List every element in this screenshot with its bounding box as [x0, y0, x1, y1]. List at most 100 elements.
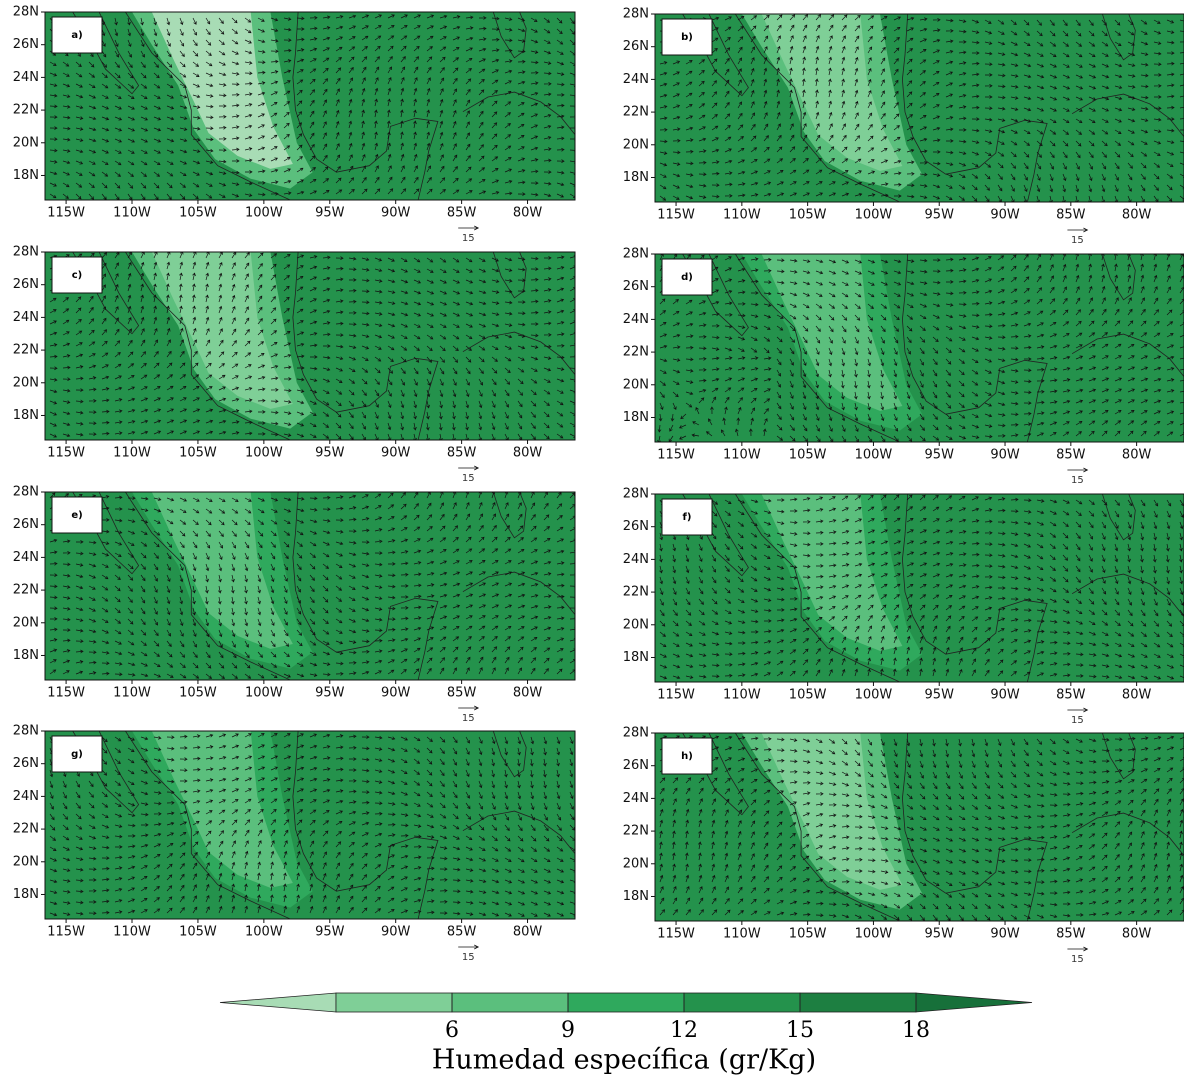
coastline: [901, 254, 1048, 442]
highland-inner: [761, 14, 903, 171]
lon-tick-label: 100W: [245, 206, 283, 221]
lat-tick-label: 18N: [13, 887, 39, 902]
lat-tick-label: 28N: [623, 247, 649, 262]
lon-tick-label: 105W: [179, 446, 217, 461]
reference-vector-label: 15: [462, 473, 475, 484]
lon-tick-label: 110W: [723, 688, 761, 703]
map-panel: [45, 492, 575, 680]
colorbar-tick-label: 9: [561, 1018, 575, 1043]
lat-tick-label: 24N: [623, 72, 649, 87]
coastline: [462, 571, 575, 615]
reference-vector-label: 15: [1071, 715, 1084, 726]
panel-label: a): [71, 30, 82, 41]
panel-label-box: [661, 498, 713, 536]
lat-tick-label: 28N: [623, 726, 649, 741]
panel-frame: [654, 493, 1184, 683]
panel-label: d): [681, 272, 693, 283]
lat-tick-label: 26N: [623, 519, 649, 534]
lon-tick-label: 95W: [315, 686, 345, 701]
lon-tick-label: 100W: [855, 448, 893, 463]
reference-arrow: [458, 465, 480, 471]
lat-tick-label: 26N: [13, 517, 39, 532]
lat-tick-label: 28N: [13, 245, 39, 260]
coastline: [462, 810, 575, 854]
lon-tick-label: 105W: [179, 206, 217, 221]
coastline: [1102, 254, 1136, 301]
reference-vector-label: 15: [462, 233, 475, 244]
lon-tick-label: 95W: [925, 688, 955, 703]
highland-inner: [151, 492, 293, 649]
lon-tick-label: 110W: [723, 448, 761, 463]
lat-tick-label: 20N: [13, 375, 39, 390]
reference-arrow: [458, 705, 480, 711]
colorbar-tick-label: 12: [670, 1018, 698, 1043]
lon-tick-label: 115W: [657, 688, 695, 703]
lon-tick-label: 110W: [113, 446, 151, 461]
lon-tick-label: 115W: [657, 208, 695, 223]
coastline: [655, 494, 900, 682]
reference-vector-label: 15: [1071, 954, 1084, 965]
lat-tick-label: 24N: [13, 70, 39, 85]
lon-tick-label: 110W: [113, 686, 151, 701]
lat-tick-label: 20N: [13, 135, 39, 150]
panel-frame: [654, 253, 1184, 443]
reference-arrow: [458, 225, 480, 231]
lon-tick-label: 110W: [113, 925, 151, 940]
lon-tick-label: 90W: [990, 927, 1020, 942]
lon-tick-label: 100W: [855, 927, 893, 942]
lat-tick-label: 22N: [623, 345, 649, 360]
reference-vector-label: 15: [1071, 235, 1084, 246]
coastline: [292, 492, 439, 680]
lon-tick-label: 90W: [381, 446, 411, 461]
lon-tick-label: 115W: [47, 686, 85, 701]
lat-tick-label: 22N: [13, 343, 39, 358]
lon-tick-label: 115W: [47, 925, 85, 940]
lat-tick-label: 26N: [13, 756, 39, 771]
highland-inner: [761, 254, 903, 411]
coastline: [655, 14, 900, 202]
lon-tick-label: 85W: [1056, 688, 1086, 703]
coastline: [45, 731, 291, 919]
lat-tick-label: 24N: [623, 312, 649, 327]
coastline: [1102, 14, 1136, 61]
coastline: [292, 731, 439, 919]
panel-frame: [44, 491, 576, 681]
lon-tick-label: 90W: [990, 688, 1020, 703]
lat-tick-label: 20N: [623, 377, 649, 392]
panel-label: e): [71, 510, 82, 521]
map-panel: [655, 733, 1184, 921]
lat-tick-label: 20N: [623, 617, 649, 632]
wind-vectors: [657, 254, 1184, 442]
coastline: [292, 12, 439, 200]
colorbar-title: Humedad específica (gr/Kg): [432, 1045, 816, 1076]
coastline: [492, 12, 527, 59]
coastline: [1102, 733, 1136, 780]
lat-tick-label: 24N: [623, 552, 649, 567]
lon-tick-label: 85W: [447, 206, 477, 221]
lon-tick-label: 105W: [789, 927, 827, 942]
lon-tick-label: 115W: [657, 927, 695, 942]
lat-tick-label: 24N: [623, 791, 649, 806]
panel-label-box: [51, 16, 103, 54]
panel-frame: [654, 13, 1184, 203]
colorbar-box: [683, 992, 801, 1013]
coastline: [1071, 93, 1184, 137]
coastline: [901, 733, 1048, 921]
colorbar-low-triangle: [219, 992, 337, 1013]
lon-tick-label: 80W: [513, 925, 543, 940]
lat-tick-label: 24N: [13, 789, 39, 804]
lat-tick-label: 18N: [623, 410, 649, 425]
lat-tick-label: 28N: [13, 724, 39, 739]
lon-tick-label: 115W: [47, 446, 85, 461]
lon-tick-label: 80W: [513, 686, 543, 701]
lon-tick-label: 90W: [381, 925, 411, 940]
lon-tick-label: 100W: [855, 208, 893, 223]
lat-tick-label: 26N: [13, 277, 39, 292]
colorbar-box: [799, 992, 917, 1013]
map-panel: [655, 254, 1184, 442]
lat-tick-label: 28N: [13, 5, 39, 20]
lat-tick-label: 20N: [13, 854, 39, 869]
lon-tick-label: 100W: [245, 686, 283, 701]
lon-tick-label: 80W: [513, 206, 543, 221]
